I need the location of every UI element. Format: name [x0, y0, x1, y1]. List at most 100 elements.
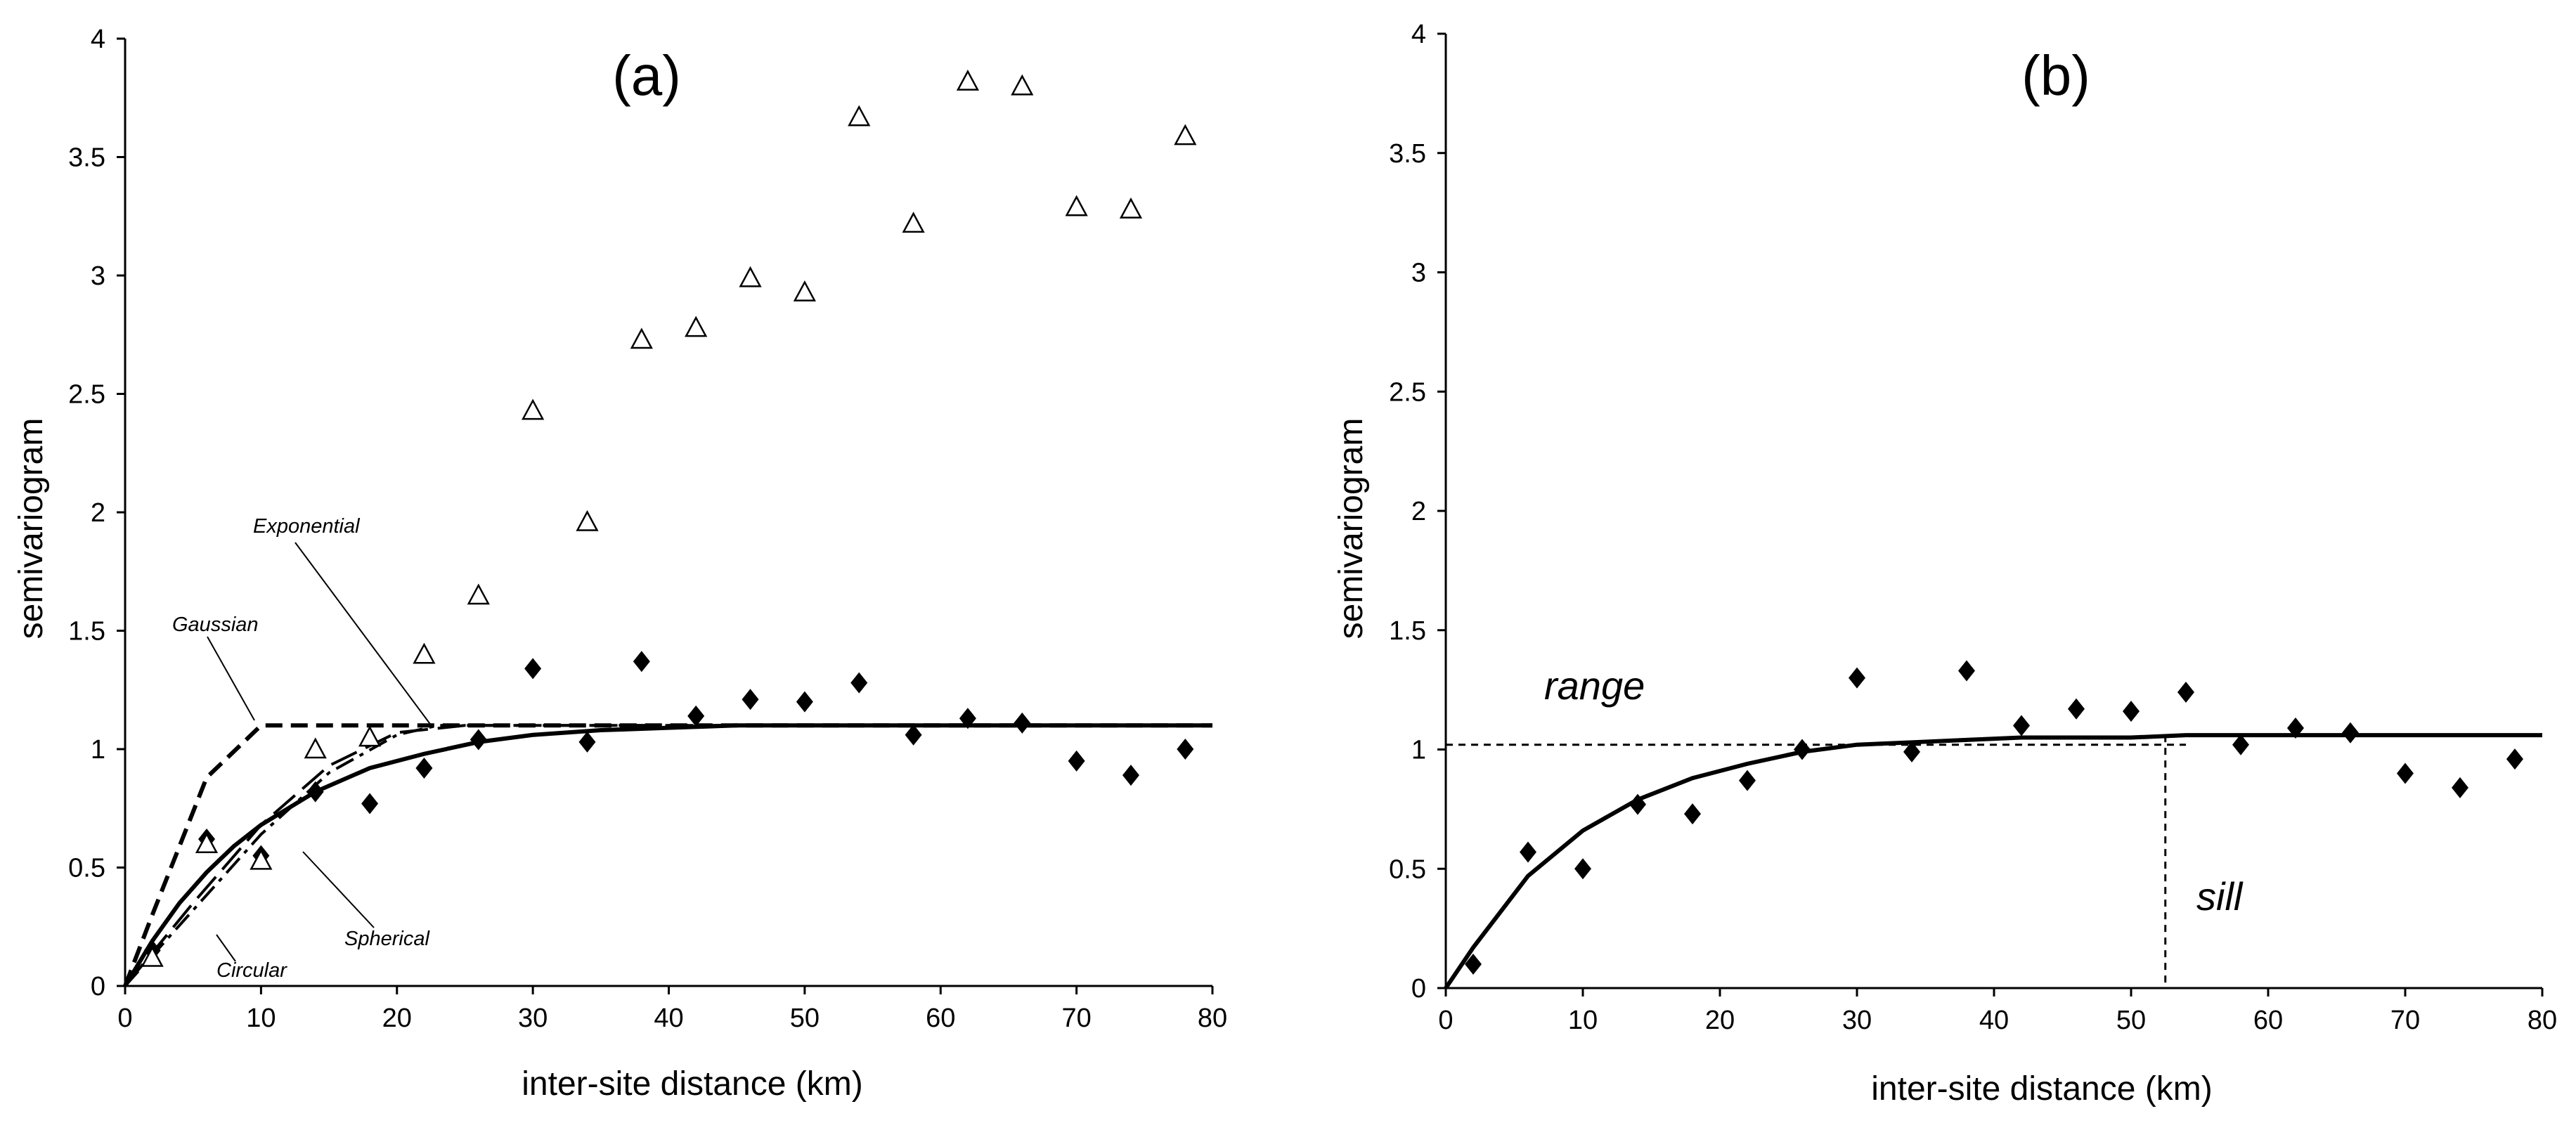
panel-b-y-tick-label: 2: [1411, 497, 1426, 526]
panel-a-triangle-point: [1011, 74, 1034, 96]
panel-b-diamond-point: [2123, 701, 2140, 722]
label-exponential: Exponential: [253, 515, 361, 538]
panel-b-y-tick-label: 4: [1411, 20, 1426, 49]
label-spherical: Spherical: [344, 928, 430, 950]
panel-b-y-tick-label: 3.5: [1389, 139, 1426, 169]
panel-a-diamond-point: [742, 689, 759, 710]
panel-b-y-tick-label: 1.5: [1389, 616, 1426, 646]
panel-b-y-axis-title: semivariogram: [1333, 418, 1370, 640]
panel-b-x-tick-label: 10: [1568, 1006, 1598, 1035]
panel-a-x-tick-label: 50: [790, 1004, 820, 1033]
panel-a-diamond-point: [578, 731, 596, 753]
panel-a-y-tick-label: 2.5: [68, 380, 105, 410]
panel-a-x-tick-label: 70: [1061, 1004, 1091, 1033]
panel-b-x-tick-label: 80: [2528, 1006, 2557, 1035]
panel-a-triangle-point: [1174, 124, 1197, 145]
panel-a-diamond-point: [796, 691, 813, 713]
panel-a-diamond-point: [850, 672, 868, 694]
panel-b-x-tick-label: 20: [1705, 1006, 1735, 1035]
leader-gaussian: [207, 636, 255, 721]
panel-a-x-tick-label: 10: [246, 1004, 276, 1033]
panel-a-triangle-point: [956, 70, 980, 91]
panel-a-triangle-point: [1119, 197, 1143, 219]
panel-b-y-tick-label: 0.5: [1389, 855, 1426, 884]
panel-b-diamond-point: [2287, 717, 2304, 739]
panel-a-x-tick-label: 80: [1198, 1004, 1227, 1033]
panel-a-diamond-point: [524, 658, 542, 680]
leader-exponential: [295, 542, 432, 727]
panel-a-diamond-point: [687, 705, 705, 727]
panel-b-x-tick-label: 40: [1979, 1006, 2009, 1035]
panel-a-y-tick-label: 2: [91, 498, 105, 528]
panel-a-diamond-point: [415, 757, 433, 779]
panel-b-diamond-point: [2232, 734, 2249, 755]
panel-b-model-curve: [1444, 733, 2542, 989]
label-gaussian: Gaussian: [172, 614, 259, 636]
panel-a-triangle-point: [1065, 195, 1088, 216]
panel-a-triangle-point: [902, 212, 925, 233]
panel-a-spherical-curve: [124, 724, 1212, 987]
panel-b-diamond-point: [2452, 777, 2468, 798]
panel-a-y-tick-label: 3: [91, 261, 105, 291]
panel-a-circular-curve: [124, 724, 1212, 987]
panel-a-diamond-point: [361, 793, 379, 814]
panel-a-x-tick-label: 30: [518, 1004, 548, 1033]
panel-b-diamond-point: [2068, 698, 2085, 720]
panel-b-y-tick-label: 0: [1411, 974, 1426, 1004]
panel-a-diamond-point: [470, 729, 487, 751]
panel-b: (b) inter-site distance (km) semivariogr…: [1333, 20, 2557, 1108]
panel-b-diamond-point: [2397, 762, 2414, 784]
panel-b-diamond-point: [1629, 793, 1646, 815]
panel-a-diamond-point: [306, 781, 324, 803]
label-circular: Circular: [216, 959, 287, 982]
panel-a-triangle-point: [467, 583, 490, 605]
panel-b-diamond-point: [1574, 858, 1591, 880]
panel-a-x-tick-label: 0: [117, 1004, 132, 1033]
panel-a-exponential-curve: [123, 723, 1212, 987]
panel-b-diamond-point: [1520, 841, 1536, 863]
panel-a-y-tick-label: 1.5: [68, 617, 105, 647]
panel-b-x-tick-label: 60: [2253, 1006, 2283, 1035]
label-range: range: [1544, 663, 1645, 708]
panel-a-x-tick-label: 60: [926, 1004, 955, 1033]
panel-a-triangle-point: [413, 642, 436, 664]
panel-a: (a) inter-site distance (km) semivariogr…: [13, 25, 1227, 1103]
panel-a-label: (a): [612, 44, 681, 107]
panel-a-triangle-point: [250, 848, 273, 870]
panel-a-triangle-point: [793, 280, 816, 301]
panel-b-diamond-point: [2506, 748, 2523, 770]
panel-a-diamond-point: [633, 651, 650, 673]
panel-a-y-tick-label: 0: [91, 972, 105, 1001]
panel-a-diamond-point: [959, 708, 976, 729]
panel-a-triangle-point: [522, 398, 545, 420]
panel-a-diamond-point: [1068, 750, 1085, 772]
panel-a-triangle-point: [304, 737, 327, 759]
panel-a-triangle-point: [739, 266, 762, 287]
panel-b-y-tick-label: 3: [1411, 259, 1426, 288]
panel-a-triangle-point: [848, 105, 871, 126]
panel-b-diamond-point: [1794, 739, 1811, 760]
panel-a-triangle-point: [576, 509, 599, 531]
panel-b-diamond-point: [2013, 715, 2030, 736]
panel-b-diamond-point: [1684, 803, 1701, 825]
panel-a-diamond-point: [905, 724, 922, 746]
panel-a-diamond-point: [1122, 765, 1139, 786]
panel-b-x-tick-label: 50: [2116, 1006, 2146, 1035]
panel-b-diamond-point: [2342, 722, 2359, 744]
panel-b-x-tick-label: 30: [1842, 1006, 1872, 1035]
panel-a-y-tick-label: 3.5: [68, 143, 105, 173]
panel-b-y-tick-label: 1: [1411, 736, 1426, 765]
panel-a-triangle-point: [195, 832, 219, 854]
label-sill: sill: [2196, 874, 2244, 918]
leader-spherical: [302, 851, 375, 928]
leader-circular: [216, 934, 236, 962]
panel-a-triangle-point: [685, 316, 708, 337]
panel-b-diamond-point: [1958, 660, 1975, 682]
panel-a-x-tick-label: 40: [654, 1004, 683, 1033]
panel-a-y-tick-label: 0.5: [68, 854, 105, 883]
panel-b-diamond-point: [1739, 770, 1756, 791]
panel-a-triangle-point: [630, 327, 653, 349]
panel-b-diamond-point: [1849, 667, 1865, 689]
panel-a-x-tick-label: 20: [382, 1004, 412, 1033]
panel-a-y-tick-label: 4: [91, 25, 105, 54]
